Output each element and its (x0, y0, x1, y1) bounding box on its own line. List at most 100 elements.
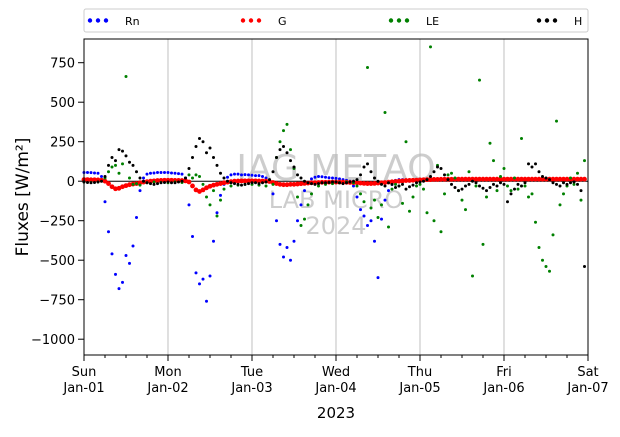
point-le (579, 198, 583, 202)
legend-marker-le (396, 18, 402, 23)
point-rn (96, 171, 100, 175)
point-g (277, 181, 283, 187)
point-le (495, 189, 499, 193)
point-g (382, 180, 388, 185)
point-le (359, 192, 362, 196)
point-h (233, 182, 236, 186)
point-h (530, 165, 534, 169)
point-h (96, 180, 100, 184)
point-le (390, 187, 394, 191)
point-g (354, 180, 360, 186)
point-le (198, 174, 201, 178)
point-le (467, 170, 471, 174)
point-g (298, 181, 304, 187)
point-g (102, 178, 108, 184)
point-h (492, 182, 495, 186)
point-rn (219, 193, 222, 197)
point-le (492, 159, 495, 163)
point-h (117, 148, 121, 152)
point-h (226, 179, 229, 183)
point-h (177, 180, 180, 184)
point-le (506, 184, 509, 188)
point-h (502, 182, 506, 186)
x-tick-label-date: Jan-02 (146, 381, 188, 396)
point-g (529, 176, 535, 182)
point-le (222, 187, 226, 191)
point-h (544, 176, 548, 180)
point-h (243, 182, 247, 186)
point-h (198, 137, 201, 141)
point-le (534, 220, 537, 224)
point-le (404, 140, 408, 144)
point-g (256, 178, 262, 184)
point-rn (194, 271, 198, 275)
point-g (88, 177, 94, 183)
point-h (145, 181, 149, 185)
point-rn (107, 230, 110, 234)
point-h (450, 182, 453, 186)
point-rn (86, 171, 89, 175)
point-rn (229, 173, 233, 177)
point-h (282, 144, 285, 148)
point-h (152, 182, 156, 186)
y-tick-label: 0 (67, 175, 75, 190)
point-g (522, 176, 528, 182)
legend-marker-le (404, 18, 410, 23)
point-g (463, 176, 468, 182)
point-h (359, 173, 362, 177)
legend-marker-h (552, 18, 558, 23)
point-g (407, 178, 412, 183)
y-axis-label: Fluxes [W/m²] (13, 138, 33, 257)
point-rn (208, 274, 212, 278)
point-h (201, 140, 205, 144)
point-g (473, 176, 479, 182)
point-h (247, 182, 250, 186)
point-rn (369, 219, 373, 223)
point-le (376, 216, 380, 220)
point-le (439, 230, 443, 234)
point-h (397, 184, 401, 188)
point-le (471, 274, 474, 278)
point-g (550, 176, 556, 182)
point-h (579, 189, 583, 193)
point-rn (156, 171, 159, 175)
point-rn (285, 246, 289, 250)
point-rn (89, 171, 93, 175)
point-rn (212, 239, 215, 243)
point-rn (373, 239, 376, 243)
point-h (362, 165, 366, 169)
point-h (506, 200, 509, 204)
point-le (131, 182, 135, 186)
point-le (285, 122, 289, 126)
point-g (431, 177, 437, 182)
point-rn (138, 189, 142, 193)
point-rn (198, 282, 201, 286)
point-g (410, 177, 416, 183)
point-h (537, 170, 541, 174)
point-rn (103, 200, 107, 204)
point-h (124, 154, 128, 158)
point-h (488, 186, 492, 190)
point-h (317, 182, 320, 186)
point-rn (128, 261, 131, 265)
point-rn (135, 216, 138, 220)
x-tick-label-day: Wed (322, 365, 350, 380)
point-g (484, 176, 489, 182)
point-le (373, 198, 376, 202)
point-g (368, 181, 374, 186)
point-le (572, 182, 576, 186)
point-le (422, 187, 425, 191)
point-le (541, 258, 544, 262)
point-h (156, 182, 159, 186)
point-rn (387, 189, 390, 193)
point-rn (243, 173, 247, 177)
point-le (296, 195, 299, 199)
point-h (460, 187, 464, 191)
point-le (191, 176, 194, 180)
point-rn (324, 175, 327, 179)
point-rn (331, 176, 334, 180)
point-h (236, 182, 240, 186)
point-g (396, 178, 402, 184)
point-le (513, 176, 516, 180)
